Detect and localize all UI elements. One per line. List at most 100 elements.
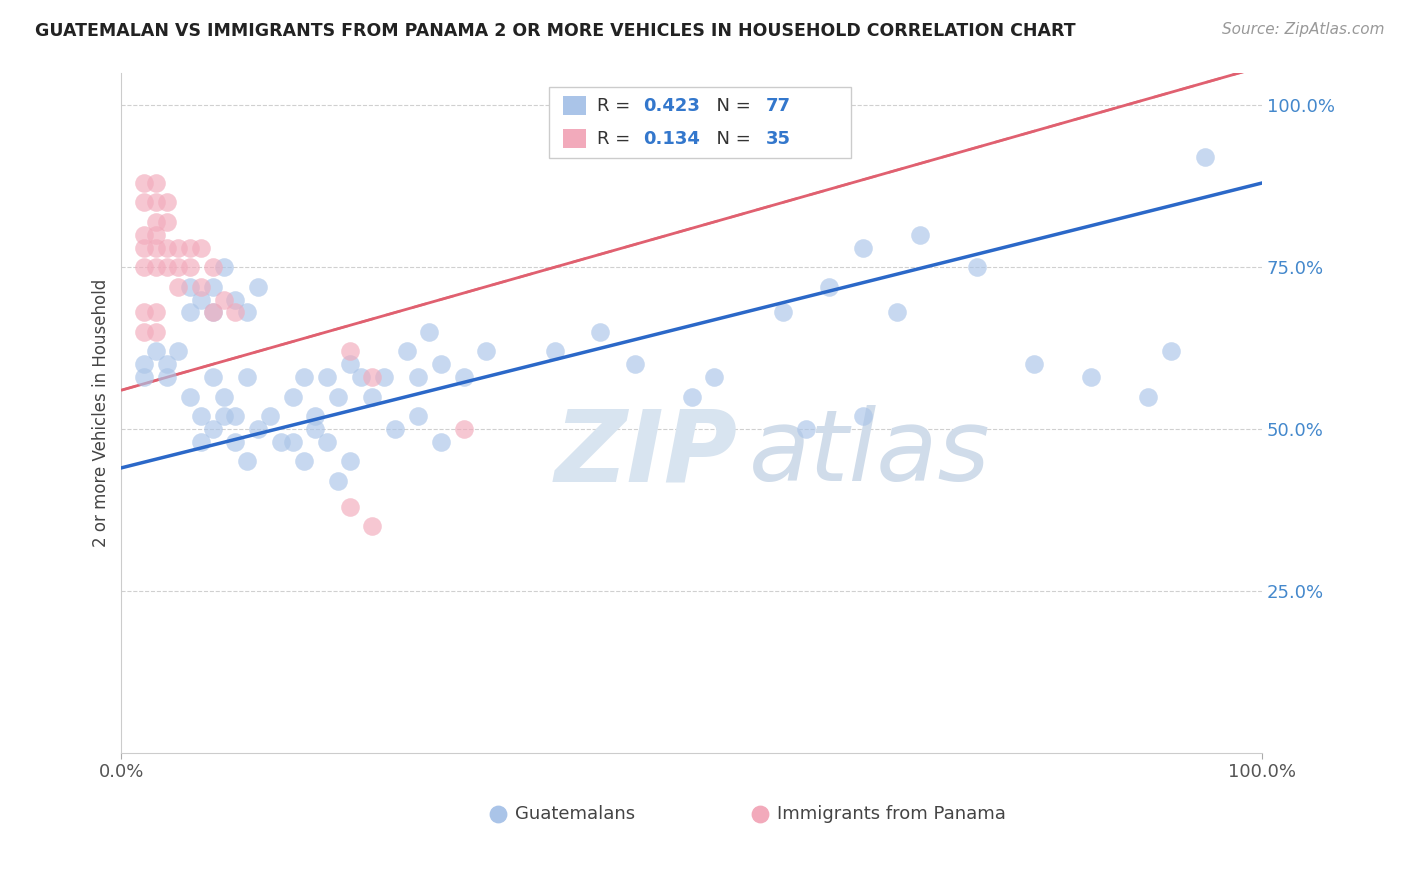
Point	[1160, 344, 1182, 359]
Point	[236, 370, 259, 384]
Point	[190, 279, 212, 293]
Point	[145, 325, 167, 339]
Text: 77: 77	[766, 97, 790, 115]
Point	[145, 241, 167, 255]
Text: R =: R =	[598, 97, 636, 115]
Point	[1022, 357, 1045, 371]
Point	[179, 305, 201, 319]
Point	[339, 344, 361, 359]
Point	[201, 370, 224, 384]
Point	[292, 370, 315, 384]
Point	[429, 434, 451, 449]
Point	[190, 293, 212, 307]
Point	[224, 434, 246, 449]
Point	[852, 241, 875, 255]
Point	[406, 370, 429, 384]
Text: atlas: atlas	[748, 405, 990, 502]
Point	[201, 260, 224, 275]
Point	[201, 422, 224, 436]
Point	[339, 357, 361, 371]
Point	[373, 370, 395, 384]
Point	[145, 195, 167, 210]
Point	[190, 434, 212, 449]
Text: ZIP: ZIP	[555, 405, 738, 502]
Point	[304, 409, 326, 423]
Point	[1080, 370, 1102, 384]
Point	[486, 804, 509, 818]
Point	[236, 454, 259, 468]
Point	[475, 344, 498, 359]
Point	[134, 357, 156, 371]
Point	[259, 409, 281, 423]
Point	[772, 305, 794, 319]
Point	[361, 390, 384, 404]
Point	[326, 474, 349, 488]
Point	[247, 279, 270, 293]
Point	[156, 370, 179, 384]
Text: 35: 35	[766, 129, 790, 148]
Point	[224, 409, 246, 423]
Point	[339, 454, 361, 468]
Point	[145, 176, 167, 190]
Point	[156, 215, 179, 229]
Point	[623, 357, 645, 371]
Point	[134, 241, 156, 255]
Point	[134, 227, 156, 242]
Text: 0.134: 0.134	[643, 129, 700, 148]
Point	[156, 241, 179, 255]
Point	[339, 500, 361, 514]
Point	[190, 241, 212, 255]
Point	[167, 344, 190, 359]
Point	[179, 390, 201, 404]
Point	[145, 344, 167, 359]
Point	[418, 325, 440, 339]
Point	[315, 434, 337, 449]
Point	[281, 390, 304, 404]
Point	[145, 260, 167, 275]
Point	[749, 804, 772, 818]
Point	[167, 279, 190, 293]
Point	[212, 409, 235, 423]
Point	[201, 305, 224, 319]
Point	[544, 344, 567, 359]
Point	[384, 422, 406, 436]
Point	[886, 305, 908, 319]
Text: 0.423: 0.423	[643, 97, 700, 115]
Text: R =: R =	[598, 129, 636, 148]
Bar	[550, 87, 852, 158]
Point	[212, 390, 235, 404]
Point	[589, 325, 612, 339]
Point	[134, 260, 156, 275]
Point	[179, 241, 201, 255]
Point	[236, 305, 259, 319]
Point	[681, 390, 703, 404]
Text: GUATEMALAN VS IMMIGRANTS FROM PANAMA 2 OR MORE VEHICLES IN HOUSEHOLD CORRELATION: GUATEMALAN VS IMMIGRANTS FROM PANAMA 2 O…	[35, 22, 1076, 40]
Point	[145, 227, 167, 242]
Point	[134, 195, 156, 210]
Y-axis label: 2 or more Vehicles in Household: 2 or more Vehicles in Household	[93, 278, 110, 547]
Point	[453, 422, 475, 436]
Point	[281, 434, 304, 449]
Point	[201, 305, 224, 319]
Bar	[562, 129, 586, 148]
Bar	[562, 96, 586, 115]
Text: Guatemalans: Guatemalans	[515, 805, 636, 822]
Point	[315, 370, 337, 384]
Point	[852, 409, 875, 423]
Point	[156, 195, 179, 210]
Point	[703, 370, 725, 384]
Point	[429, 357, 451, 371]
Point	[453, 370, 475, 384]
Point	[167, 260, 190, 275]
Point	[794, 422, 817, 436]
Point	[134, 305, 156, 319]
Point	[966, 260, 988, 275]
Text: Immigrants from Panama: Immigrants from Panama	[778, 805, 1007, 822]
Point	[270, 434, 292, 449]
Point	[1194, 150, 1216, 164]
Point	[361, 370, 384, 384]
Point	[212, 293, 235, 307]
Point	[212, 260, 235, 275]
Point	[908, 227, 931, 242]
Point	[224, 293, 246, 307]
